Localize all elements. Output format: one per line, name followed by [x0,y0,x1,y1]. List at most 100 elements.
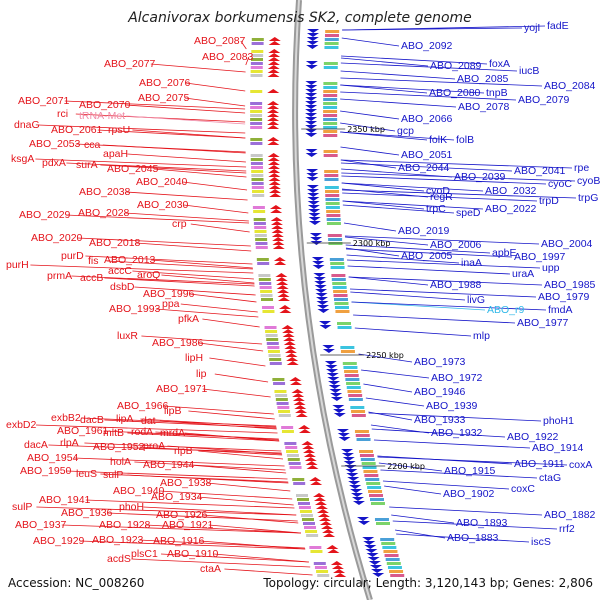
reverse-gene-arrow [271,233,284,237]
gene-label: apaH [103,148,128,160]
reverse-gene-arrow [278,297,291,301]
gene-label: ABO_1914 [532,442,584,454]
gene-label: folB [456,134,474,146]
leader-line [65,214,250,224]
feature-block [323,110,338,113]
feature-block [323,106,338,109]
reverse-gene-arrow [295,409,308,413]
feature-block [260,294,273,297]
feature-block [298,506,311,509]
feature-block [323,98,338,101]
reverse-gene-arrow [268,181,281,185]
gene-label: lipB [164,405,182,417]
gene-label: ABO_1911 [514,458,565,470]
reverse-gene-arrow [272,241,285,245]
feature-block [389,570,404,573]
gene-label: ABO_1932 [431,427,483,439]
reverse-gene-arrow [278,305,291,309]
leader-line [184,97,246,107]
reverse-gene-arrow [270,221,283,225]
feature-block [324,38,339,41]
gene-label: dacA [24,439,48,451]
gene-label: dnaG [14,119,40,131]
leader-line [127,153,246,163]
leader-line [380,469,538,479]
reverse-gene-arrow [268,41,281,45]
gene-label: purH [6,259,29,271]
feature-block [325,194,340,197]
reverse-gene-arrow [268,37,281,41]
gene-label: ppa [162,298,180,310]
feature-block [258,274,271,277]
reverse-gene-arrow [285,353,298,357]
forward-gene-arrow [312,265,325,269]
feature-block [359,454,374,457]
feature-block [259,286,272,289]
forward-gene-arrow [307,201,320,205]
leader-line [224,568,313,576]
feature-block [381,542,396,545]
forward-gene-arrow [305,97,318,101]
gene-label: ABO_1941 [39,494,91,506]
leader-line [150,63,246,73]
gene-label: trpD [539,195,559,207]
feature-block [325,190,340,193]
feature-block [334,302,349,305]
reverse-gene-arrow [275,273,288,277]
forward-gene-arrow [332,405,345,409]
leader-line [340,122,396,132]
feature-block [324,42,339,45]
gene-label: proA [143,440,165,452]
leader-line [361,369,430,379]
feature-block [370,502,385,505]
forward-gene-arrow [366,553,379,557]
reverse-gene-arrow [283,341,296,345]
reverse-gene-arrow [301,441,314,445]
gene-label: phoH1 [543,415,574,427]
feature-block [305,530,318,533]
feature-block [255,238,268,241]
leader-line [35,424,278,434]
gene-label: ABO_2084 [544,80,596,92]
leader-line [240,40,247,50]
forward-gene-arrow [368,561,381,565]
gene-label: ABO_1988 [430,279,482,291]
gene-label: ABO_2032 [485,185,537,197]
leader-line [340,91,517,101]
feature-block [273,382,286,385]
gene-label: ksgA [11,153,34,165]
gene-label: surA [76,159,98,171]
feature-block [281,426,294,429]
leader-line [153,168,247,178]
gene-label: ABO_2019 [398,225,450,237]
feature-block [251,186,264,189]
feature-block [328,238,343,241]
gene-label: ABO_2070 [79,99,131,111]
feature-block [310,550,323,553]
reverse-gene-arrow [268,49,281,53]
feature-block [255,246,268,249]
feature-block [325,206,340,209]
gene-label: ABO_2038 [79,186,131,198]
leader-line [368,412,542,422]
feature-block [383,550,398,553]
leader-line [384,485,442,495]
leader-line [341,37,400,47]
leader-line [341,182,425,192]
forward-gene-arrow [307,189,320,193]
reverse-gene-arrow [267,157,280,161]
feature-block [369,498,384,501]
feature-block [323,134,338,137]
leader-line [341,182,484,192]
reverse-gene-arrow [268,169,281,173]
leader-line [346,254,460,264]
gene-label: ABO_1916 [153,535,205,547]
feature-block [254,226,267,229]
leader-line [349,288,537,298]
leader-line [189,293,257,303]
gene-label: ABO_2006 [430,239,482,251]
leader-line [167,445,282,455]
gene-label: pdxA [42,157,66,169]
gene-label: leuS [76,468,97,480]
gene-label: ABO_2005 [401,250,453,262]
